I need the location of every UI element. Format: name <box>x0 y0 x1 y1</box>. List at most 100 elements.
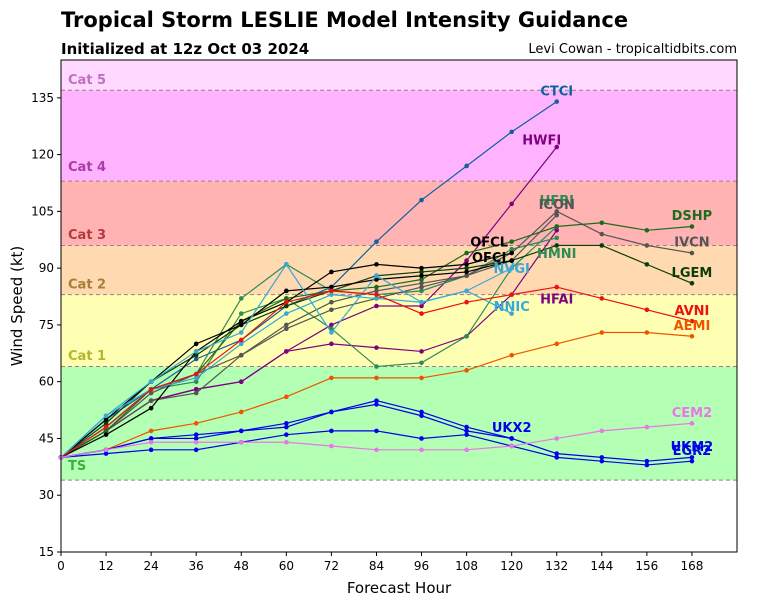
chart-subtitle: Initialized at 12z Oct 03 2024 <box>61 40 310 58</box>
data-point-lgem <box>284 303 289 309</box>
data-point-avni <box>644 307 650 313</box>
data-point-egr2 <box>148 447 154 453</box>
data-point-aemi <box>599 330 605 335</box>
data-point-avni <box>464 299 469 305</box>
data-point-ofcl <box>238 322 244 328</box>
data-point-hfai <box>193 386 199 392</box>
data-point-cem2 <box>419 447 424 453</box>
data-point-ofci <box>148 405 154 411</box>
band-label-ts: TS <box>68 459 86 474</box>
data-point-ofcl <box>464 269 469 275</box>
data-point-dshp <box>103 428 109 434</box>
data-point-nvgi <box>148 379 154 384</box>
x-tick-label: 108 <box>455 559 478 573</box>
data-point-avni <box>419 311 424 316</box>
data-point-egr2 <box>374 428 379 434</box>
data-point-cem2 <box>554 436 560 441</box>
data-point-ctci <box>374 239 379 244</box>
data-point-lgem <box>554 243 560 248</box>
data-point-ctci <box>419 197 424 203</box>
band-label-cat-5: Cat 5 <box>68 73 106 88</box>
band-label-cat-3: Cat 3 <box>68 228 106 243</box>
data-point-ukx2 <box>193 436 199 441</box>
band-cat-2 <box>61 245 737 295</box>
data-point-hfai <box>238 379 244 384</box>
data-point-hfbi <box>238 311 244 316</box>
data-point-avni <box>284 299 289 305</box>
data-point-ivcn <box>284 326 289 332</box>
series-label-aemi: AEMI <box>674 319 711 334</box>
data-point-hwfi <box>374 345 379 350</box>
data-point-nnic <box>329 292 334 297</box>
data-point-aemi <box>374 375 379 381</box>
data-point-egr2 <box>464 432 469 437</box>
data-point-avni <box>509 292 514 297</box>
band-label-cat-2: Cat 2 <box>68 277 106 292</box>
x-tick-label: 84 <box>369 559 384 573</box>
data-point-nnic <box>103 413 109 419</box>
data-point-hfai <box>284 349 289 354</box>
data-point-egr2 <box>689 458 695 464</box>
data-point-cem2 <box>284 439 289 445</box>
data-point-hfai <box>464 258 469 263</box>
data-point-nvgi <box>238 330 244 335</box>
y-tick-label: 45 <box>39 431 54 445</box>
data-point-lgem <box>599 243 605 248</box>
data-point-nvgi <box>509 265 514 271</box>
data-point-ofcl <box>329 284 334 290</box>
data-point-aemi <box>238 409 244 415</box>
x-tick-label: 12 <box>98 559 113 573</box>
x-tick-label: 96 <box>414 559 429 573</box>
y-tick-label: 15 <box>39 545 54 559</box>
data-point-aemi <box>554 341 560 347</box>
x-tick-label: 48 <box>234 559 249 573</box>
y-axis: 15 30 45 60 75 90 105 120 135 <box>31 91 61 559</box>
x-tick-label: 60 <box>279 559 294 573</box>
data-point-cem2 <box>148 439 154 445</box>
data-point-aemi <box>193 421 199 426</box>
y-tick-label: 60 <box>39 375 54 389</box>
series-label-hfai: HFAI <box>540 292 573 307</box>
data-point-nnic <box>284 311 289 316</box>
data-point-dshp <box>284 296 289 301</box>
data-point-avni <box>238 337 244 343</box>
data-point-ctci <box>464 163 469 169</box>
data-point-egr2 <box>599 458 605 464</box>
data-point-ofci <box>103 432 109 437</box>
data-point-ukx2 <box>464 424 469 430</box>
x-axis-label: Forecast Hour <box>347 579 452 597</box>
data-point-ukm2 <box>509 436 514 441</box>
data-point-hfbi <box>374 364 379 369</box>
y-tick-label: 120 <box>31 148 54 162</box>
data-point-icon <box>329 299 334 305</box>
data-point-aemi <box>284 394 289 400</box>
model-series <box>58 99 695 468</box>
x-tick-label: 132 <box>545 559 568 573</box>
data-point-egr2 <box>284 432 289 437</box>
data-point-cem2 <box>464 447 469 453</box>
data-point-ukm2 <box>374 402 379 407</box>
series-label-nvgi: NVGI <box>493 262 529 277</box>
data-point-hmni <box>554 235 560 241</box>
data-point-ofcl <box>374 277 379 282</box>
data-point-avni <box>103 424 109 430</box>
data-point-nvgi <box>329 330 334 335</box>
data-point-ofci <box>419 265 424 271</box>
data-point-nnic <box>464 288 469 294</box>
chart-title: Tropical Storm LESLIE Model Intensity Gu… <box>61 8 629 32</box>
data-point-lgem <box>419 269 424 275</box>
data-point-hfbi <box>419 360 424 366</box>
band-cat-4 <box>61 90 737 182</box>
data-point-dshp <box>599 220 605 226</box>
band-label-cat-1: Cat 1 <box>68 349 106 364</box>
data-point-ctci <box>193 356 199 362</box>
band-ts <box>61 366 737 481</box>
data-point-icon <box>193 390 199 396</box>
data-point-avni <box>329 288 334 294</box>
data-point-ukx2 <box>419 409 424 415</box>
data-point-avni <box>554 284 560 290</box>
data-point-aemi <box>148 428 154 434</box>
data-point-dshp <box>374 284 379 290</box>
x-tick-label: 0 <box>57 559 65 573</box>
